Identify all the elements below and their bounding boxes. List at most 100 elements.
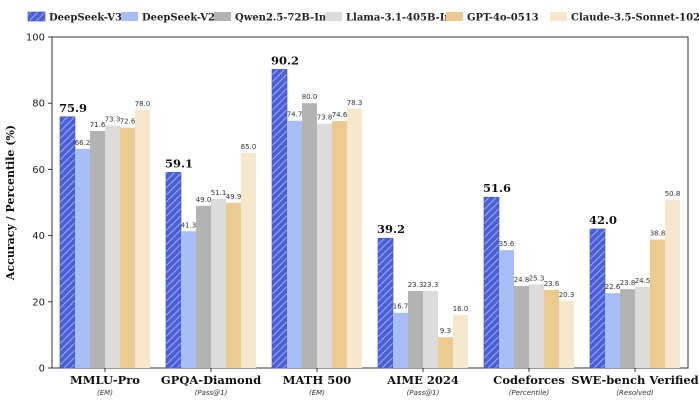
- legend-swatch-llama-3-1-405b-inst: [325, 12, 342, 21]
- x-category-label: SWE-bench Verified: [571, 373, 698, 387]
- bar-claude-3-5-sonnet-1022-2: [347, 108, 362, 369]
- x-category-label: MMLU-Pro: [70, 373, 140, 387]
- bar-value-label: 78.0: [135, 100, 151, 108]
- bar-value-label: 38.8: [650, 230, 666, 238]
- bar-value-label: 50.8: [665, 190, 681, 198]
- bar-llama-3-1-405b-inst-5: [635, 286, 650, 368]
- y-tick-label: 60: [32, 165, 45, 176]
- bar-value-label: 73.8: [317, 114, 333, 122]
- bar-qwen2-5-72b-inst-3: [408, 290, 423, 368]
- bar-deepseek-v2-5-3: [393, 312, 408, 368]
- bar-value-label: 16.0: [453, 305, 469, 313]
- plot-frame: [51, 36, 689, 369]
- legend-label: Claude-3.5-Sonnet-1022: [571, 13, 699, 24]
- y-tick-label: 40: [32, 231, 45, 242]
- bar-gpt-4o-0513-5: [650, 239, 665, 368]
- bar-value-label: 66.2: [75, 139, 91, 147]
- chart-bars: [59, 69, 680, 369]
- bar-qwen2-5-72b-inst-5: [620, 289, 635, 368]
- x-category-metric: (Pass@1): [195, 389, 228, 397]
- bar-value-label: 9.3: [440, 327, 451, 335]
- bar-llama-3-1-405b-inst-2: [317, 123, 332, 368]
- x-category-label: MATH 500: [283, 373, 351, 387]
- bar-claude-3-5-sonnet-1022-3: [453, 315, 468, 368]
- bar-qwen2-5-72b-inst-2: [302, 103, 317, 368]
- bar-value-label: 71.6: [90, 121, 106, 129]
- bar-gpt-4o-0513-4: [544, 289, 559, 368]
- bar-deepseek-v2-5-4: [499, 250, 514, 368]
- bar-gpt-4o-0513-1: [226, 202, 241, 368]
- bar-llama-3-1-405b-inst-4: [529, 284, 544, 368]
- x-category-metric: (Resolved): [616, 389, 654, 397]
- bar-value-label: 65.0: [241, 143, 257, 151]
- x-category-metric: (EM): [97, 389, 113, 397]
- bar-deepseek-v3-4: [483, 196, 500, 369]
- bar-value-label: 80.0: [302, 93, 318, 101]
- legend-swatch-claude-3-5-sonnet-1022: [550, 12, 567, 21]
- bar-claude-3-5-sonnet-1022-5: [665, 199, 680, 368]
- legend-swatch-deepseek-v2-5: [121, 12, 138, 21]
- bar-value-label: 20.3: [559, 291, 575, 299]
- bar-qwen2-5-72b-inst-0: [90, 131, 105, 368]
- bar-value-label: 59.1: [165, 156, 193, 170]
- bar-value-label: 51.6: [483, 181, 511, 195]
- bar-value-label: 39.2: [377, 222, 405, 236]
- y-tick-label: 100: [26, 33, 45, 44]
- bar-deepseek-v2-5-5: [605, 293, 620, 368]
- x-category-metric: (Percentile): [509, 389, 550, 397]
- bar-value-label: 51.1: [211, 189, 227, 197]
- bar-value-label: 16.7: [393, 303, 409, 311]
- bar-llama-3-1-405b-inst-3: [423, 290, 438, 368]
- legend-swatch-gpt-4o-0513: [446, 12, 463, 21]
- y-axis-label: Accuracy / Percentile (%): [4, 125, 17, 281]
- bar-value-label: 49.0: [196, 196, 212, 204]
- x-category-label: GPQA-Diamond: [161, 373, 261, 387]
- bar-qwen2-5-72b-inst-4: [514, 285, 529, 368]
- legend-label: DeepSeek-V2.5: [142, 13, 225, 24]
- x-category-metric: (EM): [309, 389, 325, 397]
- bar-deepseek-v3-0: [59, 116, 76, 369]
- bar-value-label: 72.6: [120, 118, 136, 126]
- bar-llama-3-1-405b-inst-1: [211, 198, 226, 368]
- bar-deepseek-v2-5-2: [287, 120, 302, 368]
- bar-value-label: 74.7: [287, 111, 303, 119]
- bar-deepseek-v3-5: [589, 228, 606, 369]
- bar-claude-3-5-sonnet-1022-4: [559, 300, 574, 368]
- bar-claude-3-5-sonnet-1022-0: [135, 109, 150, 368]
- bar-gpt-4o-0513-0: [120, 127, 135, 368]
- bar-value-label: 90.2: [271, 53, 299, 67]
- bar-claude-3-5-sonnet-1022-1: [241, 152, 256, 368]
- bar-value-label: 74.6: [332, 111, 348, 119]
- bar-deepseek-v3-2: [271, 69, 288, 369]
- legend-label: DeepSeek-V3: [49, 13, 122, 24]
- bar-value-label: 35.6: [499, 240, 515, 248]
- bar-deepseek-v2-5-0: [75, 148, 90, 368]
- bar-value-label: 23.8: [620, 279, 636, 287]
- bar-deepseek-v3-3: [377, 237, 394, 369]
- bar-value-label: 42.0: [589, 213, 617, 227]
- legend-label: GPT-4o-0513: [467, 13, 539, 24]
- bar-value-label: 25.3: [529, 274, 545, 282]
- legend-swatch-deepseek-v3: [27, 11, 46, 22]
- y-tick-label: 20: [32, 297, 45, 308]
- bar-value-label: 73.3: [105, 115, 121, 123]
- bar-value-label: 23.3: [423, 281, 439, 289]
- legend-label: Llama-3.1-405B-Inst: [346, 13, 462, 24]
- bar-llama-3-1-405b-inst-0: [105, 125, 120, 368]
- x-category-metric: (Pass@1): [407, 389, 440, 397]
- y-tick-label: 80: [32, 99, 45, 110]
- bar-value-label: 24.8: [514, 276, 530, 284]
- legend-label: Qwen2.5-72B-Inst: [235, 13, 337, 24]
- bar-value-label: 78.3: [347, 99, 363, 107]
- bar-value-label: 41.3: [181, 221, 197, 229]
- legend-swatch-qwen2-5-72b-inst: [214, 12, 231, 21]
- bar-qwen2-5-72b-inst-1: [196, 205, 211, 368]
- x-category-label: Codeforces: [493, 373, 565, 387]
- bar-value-label: 24.5: [635, 277, 651, 285]
- bar-value-label: 23.3: [408, 281, 424, 289]
- y-tick-label: 0: [39, 364, 45, 375]
- chart-value-labels: 75.9 66.2 71.673.3 72.6 78.0 59.1 41.3 49.051.1…: [59, 53, 680, 335]
- bar-deepseek-v2-5-1: [181, 231, 196, 368]
- chart-legend: DeepSeek-V3 DeepSeek-V2.5 Qwen2.5-72B-Inst…: [27, 11, 699, 24]
